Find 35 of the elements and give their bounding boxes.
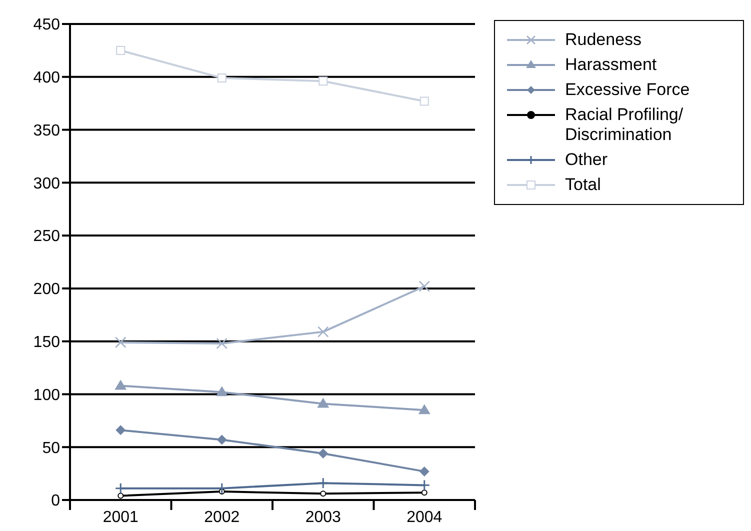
- point: [116, 46, 126, 55]
- point: [116, 425, 126, 436]
- point: [216, 434, 227, 445]
- y-tick-label: 200: [33, 281, 60, 298]
- point: [216, 386, 228, 396]
- x-tick-label: 2003: [305, 509, 342, 526]
- point: [118, 492, 124, 499]
- legend-label: Racial Profiling/ Discrimination: [565, 105, 684, 145]
- point: [420, 96, 429, 106]
- point: [217, 73, 226, 82]
- y-tick-label: 450: [33, 16, 60, 34]
- y-tick-label: 350: [33, 122, 60, 140]
- y-tick-label: 100: [33, 386, 60, 404]
- point: [418, 404, 430, 414]
- y-tick-label: 250: [33, 228, 60, 246]
- point: [318, 448, 328, 458]
- point: [421, 490, 428, 496]
- point: [419, 466, 430, 476]
- legend-label: Rudeness: [565, 30, 642, 50]
- y-tick-label: 0: [51, 492, 60, 510]
- point: [320, 490, 326, 497]
- point: [318, 76, 328, 86]
- x-tick-label: 2002: [204, 509, 240, 526]
- y-tick-label: 150: [33, 334, 60, 352]
- y-tick-label: 300: [33, 175, 60, 192]
- legend-label: Harassment: [565, 55, 657, 75]
- legend-label: Other: [565, 150, 608, 170]
- point: [317, 398, 330, 408]
- y-tick-label: 50: [42, 440, 60, 457]
- y-tick-label: 400: [33, 70, 60, 87]
- x-tick-label: 2004: [406, 509, 442, 526]
- x-tick-label: 2001: [102, 509, 139, 526]
- legend-label: Total: [565, 175, 601, 195]
- legend-label: Excessive Force: [565, 80, 690, 100]
- point: [114, 380, 127, 390]
